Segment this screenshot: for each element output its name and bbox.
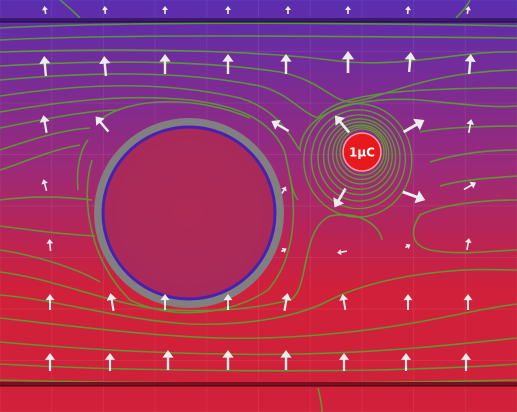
equipotential-line (429, 149, 517, 163)
field-arrow (402, 190, 426, 204)
field-arrow (222, 54, 234, 74)
equipotential-line (76, 139, 89, 191)
ring-inner-edge (101, 125, 277, 301)
field-arrow (333, 187, 347, 208)
field-arrow (404, 52, 416, 73)
field-arrow (405, 243, 411, 250)
field-arrow (45, 294, 55, 310)
field-arrow (104, 353, 116, 371)
field-arrow (160, 294, 170, 310)
field-arrow (162, 350, 174, 370)
equipotential-line (0, 225, 96, 237)
field-arrow (222, 350, 234, 370)
equipotential-line (0, 22, 517, 29)
charge-equipotential-ring (332, 124, 390, 185)
equipotential-line (0, 49, 517, 64)
field-arrow (95, 116, 110, 133)
equipotential-line (99, 100, 251, 121)
field-arrow (281, 247, 287, 254)
field-arrow (400, 353, 412, 371)
field-arrow (463, 294, 473, 310)
equipotential-line (0, 337, 517, 356)
field-arrow (334, 115, 351, 134)
ring-conductor[interactable] (94, 118, 284, 308)
charge-equipotential-ring (339, 128, 385, 176)
equipotential-line (317, 387, 323, 412)
charge-equipotential-ring (327, 121, 393, 190)
equipotential-line (455, 0, 471, 19)
field-arrow (99, 56, 111, 77)
field-arrow (42, 6, 48, 15)
equipotential-line (0, 35, 517, 41)
charge-equipotential-ring (322, 118, 397, 196)
field-arrow (106, 293, 117, 312)
field-arrow (102, 6, 108, 15)
field-arrow (41, 179, 48, 192)
equipotential-line (0, 303, 517, 340)
field-arrow (46, 239, 54, 252)
field-arrow (162, 6, 168, 14)
field-arrow (281, 186, 287, 194)
field-arrow (403, 294, 413, 310)
field-arrow (39, 56, 51, 77)
equipotential-line (439, 175, 517, 187)
equipotential-line (0, 127, 91, 151)
field-arrow (223, 294, 233, 310)
equipotential-line (0, 249, 101, 283)
field-arrow (466, 119, 475, 134)
bottom-plate[interactable] (0, 382, 517, 386)
equipotential-line (0, 96, 299, 201)
field-arrow (341, 51, 355, 73)
field-arrow (465, 6, 471, 15)
field-arrow (280, 350, 292, 370)
field-arrow (271, 119, 290, 133)
field-arrow (464, 54, 476, 75)
field-arrow (339, 294, 349, 311)
equipotential-line (0, 363, 517, 372)
charge-equipotential-ring (310, 109, 407, 210)
equipotential-line (0, 268, 517, 326)
equipotential-line (0, 196, 93, 201)
charge-equipotential-ring (317, 114, 401, 202)
charge-equipotential-ring (335, 126, 388, 181)
point-charge-label: 1μC (349, 146, 375, 160)
equipotential-line (0, 73, 517, 119)
field-arrow (44, 353, 56, 371)
field-arrow (405, 6, 411, 15)
equipotential-line (419, 125, 517, 133)
field-arrow (463, 181, 477, 191)
top-plate[interactable] (0, 18, 517, 22)
field-arrow (159, 54, 171, 74)
field-arrow (345, 6, 351, 14)
field-arrow (225, 6, 231, 14)
field-arrow (281, 293, 292, 312)
ring-interior (101, 125, 277, 301)
field-arrow (285, 6, 291, 14)
field-arrows (39, 6, 477, 371)
charge-equipotential-ring (303, 102, 413, 218)
field-arrow (402, 118, 425, 134)
field-arrow (337, 249, 348, 256)
point-charge-disc (342, 132, 382, 172)
equipotential-line (412, 199, 517, 254)
equipotential-line (0, 84, 517, 153)
ring-outer-edge (94, 118, 284, 308)
field-arrow (460, 353, 472, 371)
field-arrow (464, 238, 472, 251)
equipotential-line (86, 159, 295, 314)
field-arrow (280, 54, 292, 74)
equipotential-line (59, 0, 81, 19)
field-arrow (39, 115, 50, 134)
equipotential-line (0, 144, 81, 171)
field-arrow (338, 353, 350, 371)
charge-equipotentials (303, 102, 413, 218)
equipotential-line (0, 61, 517, 103)
point-charge[interactable]: 1μC (342, 132, 382, 172)
equipotential-line (0, 109, 121, 129)
